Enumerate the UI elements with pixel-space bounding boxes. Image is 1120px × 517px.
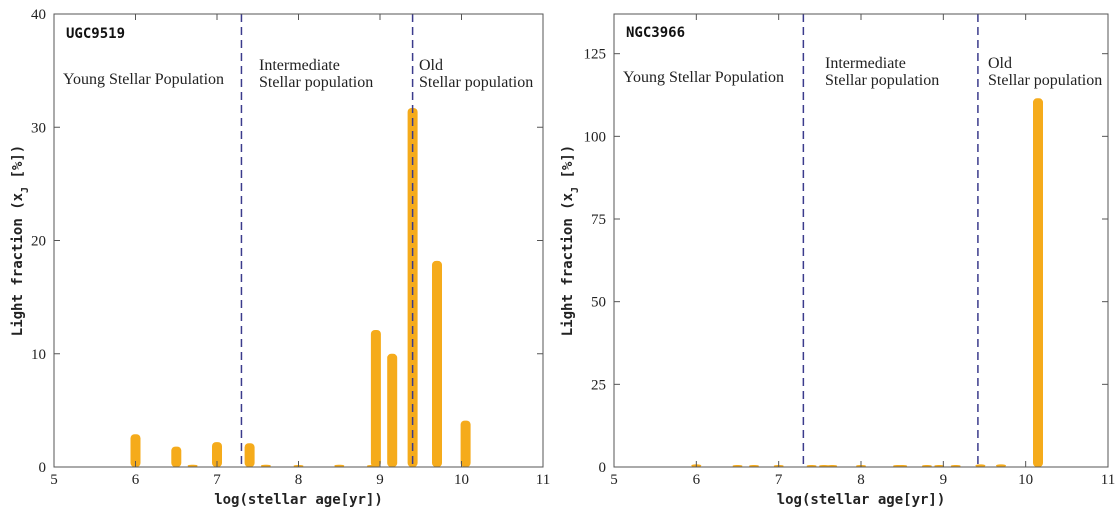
x-tick-label: 7 [213,472,221,488]
bar-7 [334,464,345,467]
bar-15 [1033,98,1043,468]
population-region-label: Old [419,57,443,74]
bar-3 [212,442,222,467]
y-tick-label: 40 [31,7,46,23]
bar-13 [975,464,986,467]
population-region-label: Stellar population [259,74,373,91]
bar-10 [387,353,398,468]
y-tick-label: 75 [591,212,606,228]
x-tick-label: 7 [775,472,783,488]
chart-panel-ugc9519: 5 6 7 8 9 10 11 0 10 20 30 40 UGC9519 Young Stellar P… [10,7,550,508]
y-tick-label: 0 [39,460,47,476]
bar-9 [370,330,381,467]
bar-12 [432,260,442,467]
bar-0 [130,434,141,467]
population-region-label: Intermediate [825,55,906,72]
population-region-label: Intermediate [259,57,340,74]
x-tick-label: 5 [50,472,58,488]
y-tick-label: 10 [31,347,46,363]
chart-panel-ngc3966: 5 6 7 8 9 10 11 0 25 50 75 100 125 NGC3966 Young Stell… [560,13,1115,508]
y-tick-label: 25 [591,377,606,393]
galaxy-label: NGC3966 [626,25,685,41]
population-region-label: Stellar population [419,74,533,91]
bar-13 [460,420,471,467]
x-tick-label: 10 [454,472,469,488]
y-tick-label: 50 [591,295,606,311]
x-axis-label: log(stellar age[yr]) [214,492,383,508]
y-axis-label: Light fraction (xJ [%]) [560,145,581,336]
bar-5 [260,464,271,467]
x-tick-label: 9 [940,472,948,488]
population-region-label: Stellar population [825,72,939,89]
x-tick-label: 8 [857,472,865,488]
x-tick-label: 6 [132,472,140,488]
galaxy-label: UGC9519 [66,26,125,42]
population-region-label: Young Stellar Population [63,71,224,88]
x-axis-label: log(stellar age[yr]) [777,492,946,508]
x-tick-label: 11 [1101,472,1115,488]
x-tick-label: 5 [610,472,618,488]
y-axis-label: Light fraction (xJ [%]) [10,145,31,336]
bar-4 [244,443,255,467]
y-tick-label: 20 [31,234,46,250]
x-tick-label: 11 [536,472,550,488]
bar-2 [187,464,198,467]
y-tick-label: 125 [584,47,607,63]
y-tick-label: 0 [599,460,607,476]
population-region-label: Young Stellar Population [623,69,784,86]
population-region-label: Old [988,55,1012,72]
bar-1 [171,446,182,467]
y-tick-label: 100 [584,129,607,145]
x-tick-label: 10 [1018,472,1033,488]
population-region-label: Stellar population [988,72,1102,89]
bar-14 [996,464,1006,467]
y-tick-label: 30 [31,120,46,136]
x-tick-label: 9 [376,472,384,488]
x-tick-label: 8 [295,472,303,488]
x-tick-label: 6 [693,472,701,488]
